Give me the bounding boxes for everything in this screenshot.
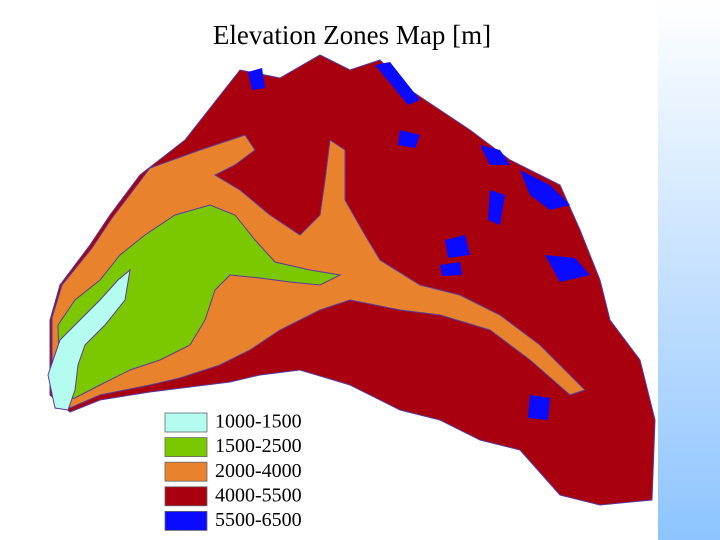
legend-label: 5500-6500 — [215, 509, 302, 531]
zone-5500-6500 — [248, 62, 590, 420]
legend-label: 1500-2500 — [215, 435, 302, 457]
side-strip — [658, 0, 720, 540]
legend-swatch — [164, 412, 208, 433]
legend-swatch — [164, 461, 208, 482]
map-title: Elevation Zones Map [m] — [213, 20, 491, 50]
map — [47, 54, 656, 506]
zone-1000-1500 — [47, 268, 131, 411]
legend-swatch — [164, 510, 208, 531]
legend-label: 1000-1500 — [215, 411, 302, 433]
legend-swatch — [164, 486, 208, 507]
legend-label: 4000-5500 — [215, 484, 302, 506]
zone-1500-2500 — [57, 204, 342, 401]
legend-swatch — [164, 437, 208, 458]
legend-label: 2000-4000 — [215, 460, 302, 482]
